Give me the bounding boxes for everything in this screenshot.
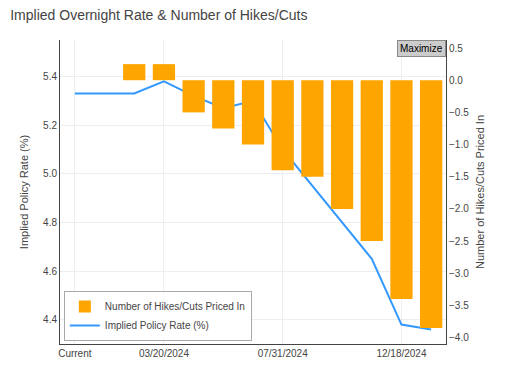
svg-text:12/18/2024: 12/18/2024 [376,348,426,359]
svg-text:Implied Policy Rate (%): Implied Policy Rate (%) [18,135,30,249]
svg-text:4.4: 4.4 [43,314,57,325]
svg-text:5.0: 5.0 [43,168,57,179]
svg-text:−3.0: −3.0 [449,268,469,279]
svg-text:−2.5: −2.5 [449,236,469,247]
svg-text:−0.5: −0.5 [449,107,469,118]
svg-text:Maximize: Maximize [400,43,443,54]
svg-text:Current: Current [58,348,92,359]
svg-text:0.5: 0.5 [449,43,463,54]
svg-text:5.4: 5.4 [43,71,57,82]
svg-text:−1.0: −1.0 [449,139,469,150]
svg-text:Implied Overnight Rate & Numbe: Implied Overnight Rate & Number of Hikes… [10,7,307,23]
svg-text:03/20/2024: 03/20/2024 [139,348,189,359]
svg-text:07/31/2024: 07/31/2024 [258,348,308,359]
svg-text:4.8: 4.8 [43,217,57,228]
svg-text:−2.0: −2.0 [449,203,469,214]
svg-text:0.0: 0.0 [449,75,463,86]
svg-text:Number of Hikes/Cuts Priced In: Number of Hikes/Cuts Priced In [105,301,245,312]
svg-text:4.6: 4.6 [43,266,57,277]
svg-text:Implied Policy Rate (%): Implied Policy Rate (%) [105,320,209,331]
svg-text:5.2: 5.2 [43,120,57,131]
svg-text:−1.5: −1.5 [449,171,469,182]
svg-text:Number of Hikes/Cuts Priced In: Number of Hikes/Cuts Priced In [474,115,486,269]
svg-text:−4.0: −4.0 [449,332,469,343]
svg-text:−3.5: −3.5 [449,300,469,311]
